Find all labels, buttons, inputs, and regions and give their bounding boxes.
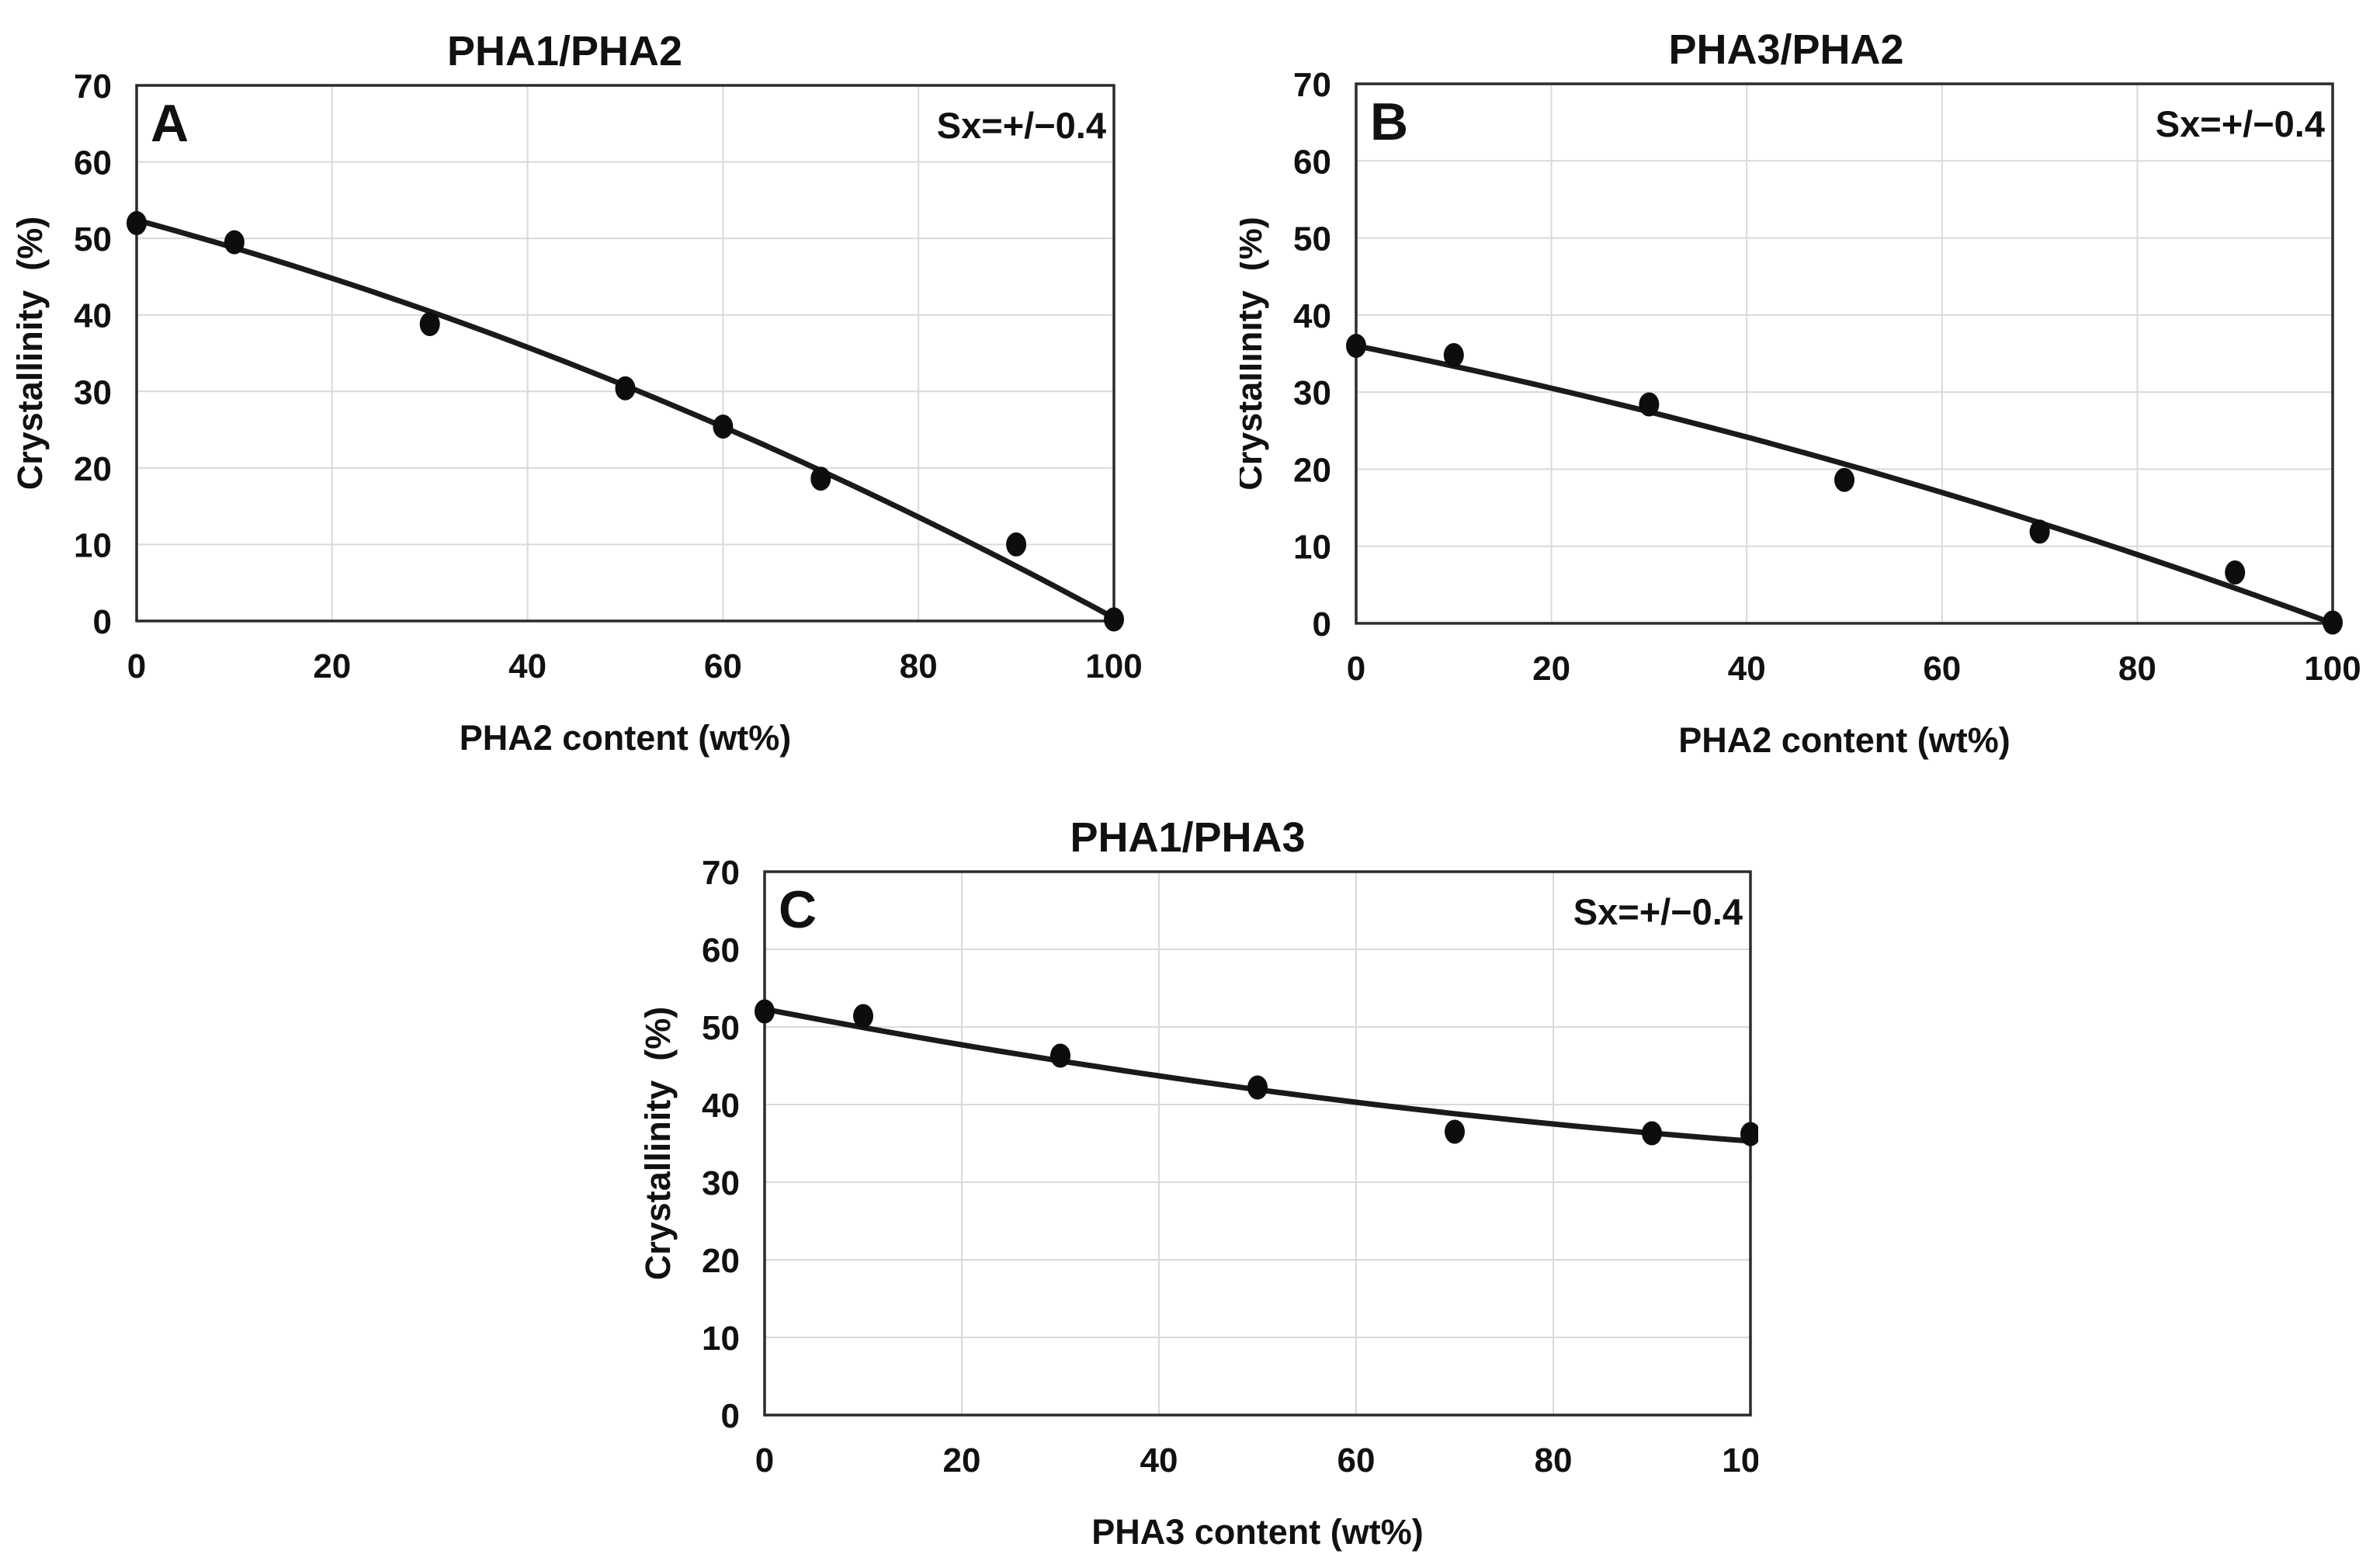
x-tick-label: 40 bbox=[1140, 1441, 1178, 1479]
y-tick-label: 40 bbox=[74, 297, 112, 335]
data-point bbox=[2029, 519, 2050, 544]
x-tick-label: 20 bbox=[1532, 650, 1570, 688]
chart-panel-b: PHA3/PHA2 B Sx=+/−0.4 0 10 20 30 40 50 60 70 0 20 40 6… bbox=[1230, 0, 2373, 776]
y-tick-label: 10 bbox=[1293, 529, 1331, 567]
data-point bbox=[1346, 334, 1366, 359]
chart-title: PHA1/PHA2 bbox=[447, 28, 682, 75]
data-point bbox=[1834, 467, 1854, 492]
data-point bbox=[419, 312, 440, 336]
chart-panel-c: PHA1/PHA3 C Sx=+/−0.4 0 10 20 30 40 50 60 70 0 20 40 6… bbox=[625, 803, 1779, 1554]
x-tick-label: 60 bbox=[704, 647, 742, 685]
data-point bbox=[2323, 610, 2343, 635]
x-tick-label: 80 bbox=[900, 647, 938, 685]
x-tick-label: 80 bbox=[1535, 1441, 1573, 1479]
x-tick-label: 40 bbox=[508, 647, 546, 685]
plot-svg-a: PHA1/PHA2 A Sx=+/−0.4 0 10 20 30 40 50 60 70 0 20 40 6… bbox=[10, 28, 1143, 758]
x-axis-title: PHA3 content (wt%) bbox=[1091, 1512, 1424, 1552]
y-tick-label: 20 bbox=[702, 1242, 740, 1280]
panel-letter: C bbox=[779, 880, 817, 939]
y-tick-label: 60 bbox=[1293, 143, 1331, 181]
x-tick-label: 100 bbox=[2304, 650, 2361, 688]
y-tick-label: 70 bbox=[1293, 66, 1331, 104]
y-tick-label: 10 bbox=[702, 1320, 740, 1358]
data-point bbox=[1639, 392, 1660, 417]
data-point bbox=[755, 999, 775, 1024]
sx-annotation: Sx=+/−0.4 bbox=[2156, 103, 2325, 144]
y-tick-label: 70 bbox=[74, 68, 112, 106]
trend-line bbox=[762, 1006, 1754, 1144]
plot-border bbox=[763, 870, 1752, 1417]
data-point bbox=[224, 230, 245, 255]
data-point bbox=[1050, 1043, 1070, 1068]
data-point bbox=[127, 210, 147, 235]
x-tick-label: 20 bbox=[943, 1441, 981, 1479]
panel-letter: A bbox=[151, 94, 189, 153]
y-tick-label: 60 bbox=[74, 144, 112, 182]
y-axis-title: Crystallinity (%) bbox=[638, 1007, 678, 1281]
x-tick-label: 60 bbox=[1337, 1441, 1376, 1479]
y-tick-label: 30 bbox=[1293, 374, 1331, 412]
plot-svg-b: PHA3/PHA2 B Sx=+/−0.4 0 10 20 30 40 50 60 70 0 20 40 6… bbox=[1230, 26, 2361, 760]
x-tick-label: 40 bbox=[1728, 650, 1766, 688]
y-tick-label: 30 bbox=[702, 1164, 740, 1202]
y-tick-label: 50 bbox=[1293, 220, 1331, 258]
x-tick-label: 0 bbox=[127, 647, 146, 685]
data-point bbox=[1445, 1119, 1465, 1144]
plot-border bbox=[135, 84, 1115, 623]
data-point bbox=[1104, 607, 1124, 632]
y-tick-label: 0 bbox=[1313, 605, 1331, 643]
trend-line bbox=[1353, 343, 2336, 626]
x-tick-label: 0 bbox=[755, 1441, 774, 1479]
y-tick-label: 10 bbox=[74, 526, 112, 564]
data-point bbox=[713, 415, 734, 439]
y-tick-label: 20 bbox=[1293, 451, 1331, 489]
data-point bbox=[2225, 560, 2246, 584]
panel-letter: B bbox=[1370, 92, 1408, 151]
x-tick-label: 100 bbox=[1722, 1441, 1758, 1479]
chart-panel-a: PHA1/PHA2 A Sx=+/−0.4 0 10 20 30 40 50 60 70 0 20 40 6… bbox=[10, 0, 1149, 776]
y-tick-label: 40 bbox=[702, 1087, 740, 1125]
data-point bbox=[810, 467, 831, 491]
chart-title: PHA3/PHA2 bbox=[1668, 26, 1903, 73]
y-axis-title: Crystallinity (%) bbox=[16, 217, 50, 491]
x-tick-label: 0 bbox=[1347, 650, 1365, 688]
y-tick-label: 70 bbox=[702, 854, 740, 892]
y-tick-label: 0 bbox=[93, 603, 112, 641]
data-point bbox=[853, 1004, 873, 1028]
x-tick-label: 20 bbox=[313, 647, 351, 685]
plot-border bbox=[1355, 82, 2334, 625]
x-tick-label: 80 bbox=[2118, 650, 2156, 688]
y-axis-title: Crystallinity (%) bbox=[1240, 217, 1269, 491]
data-point bbox=[1443, 343, 1464, 367]
data-point bbox=[1642, 1121, 1662, 1146]
y-tick-label: 60 bbox=[702, 931, 740, 970]
data-point bbox=[615, 376, 636, 401]
sx-annotation: Sx=+/−0.4 bbox=[937, 105, 1106, 146]
chart-title: PHA1/PHA3 bbox=[1070, 814, 1305, 861]
y-tick-label: 20 bbox=[74, 450, 112, 488]
x-axis-title: PHA2 content (wt%) bbox=[460, 718, 792, 758]
data-point bbox=[1740, 1122, 1761, 1146]
y-tick-label: 0 bbox=[721, 1397, 740, 1435]
x-tick-label: 100 bbox=[1085, 647, 1142, 685]
data-point bbox=[1247, 1075, 1268, 1100]
y-tick-label: 30 bbox=[74, 373, 112, 411]
plot-svg-c: PHA1/PHA3 C Sx=+/−0.4 0 10 20 30 40 50 60 70 0 20 40 6… bbox=[638, 814, 1779, 1552]
data-point bbox=[1006, 532, 1027, 557]
trend-line bbox=[134, 217, 1117, 621]
y-tick-label: 50 bbox=[74, 220, 112, 258]
y-tick-label: 40 bbox=[1293, 297, 1331, 335]
sx-annotation: Sx=+/−0.4 bbox=[1573, 891, 1743, 932]
y-tick-label: 50 bbox=[702, 1009, 740, 1047]
x-tick-label: 60 bbox=[1923, 650, 1961, 688]
x-axis-title: PHA2 content (wt%) bbox=[1678, 720, 2011, 760]
